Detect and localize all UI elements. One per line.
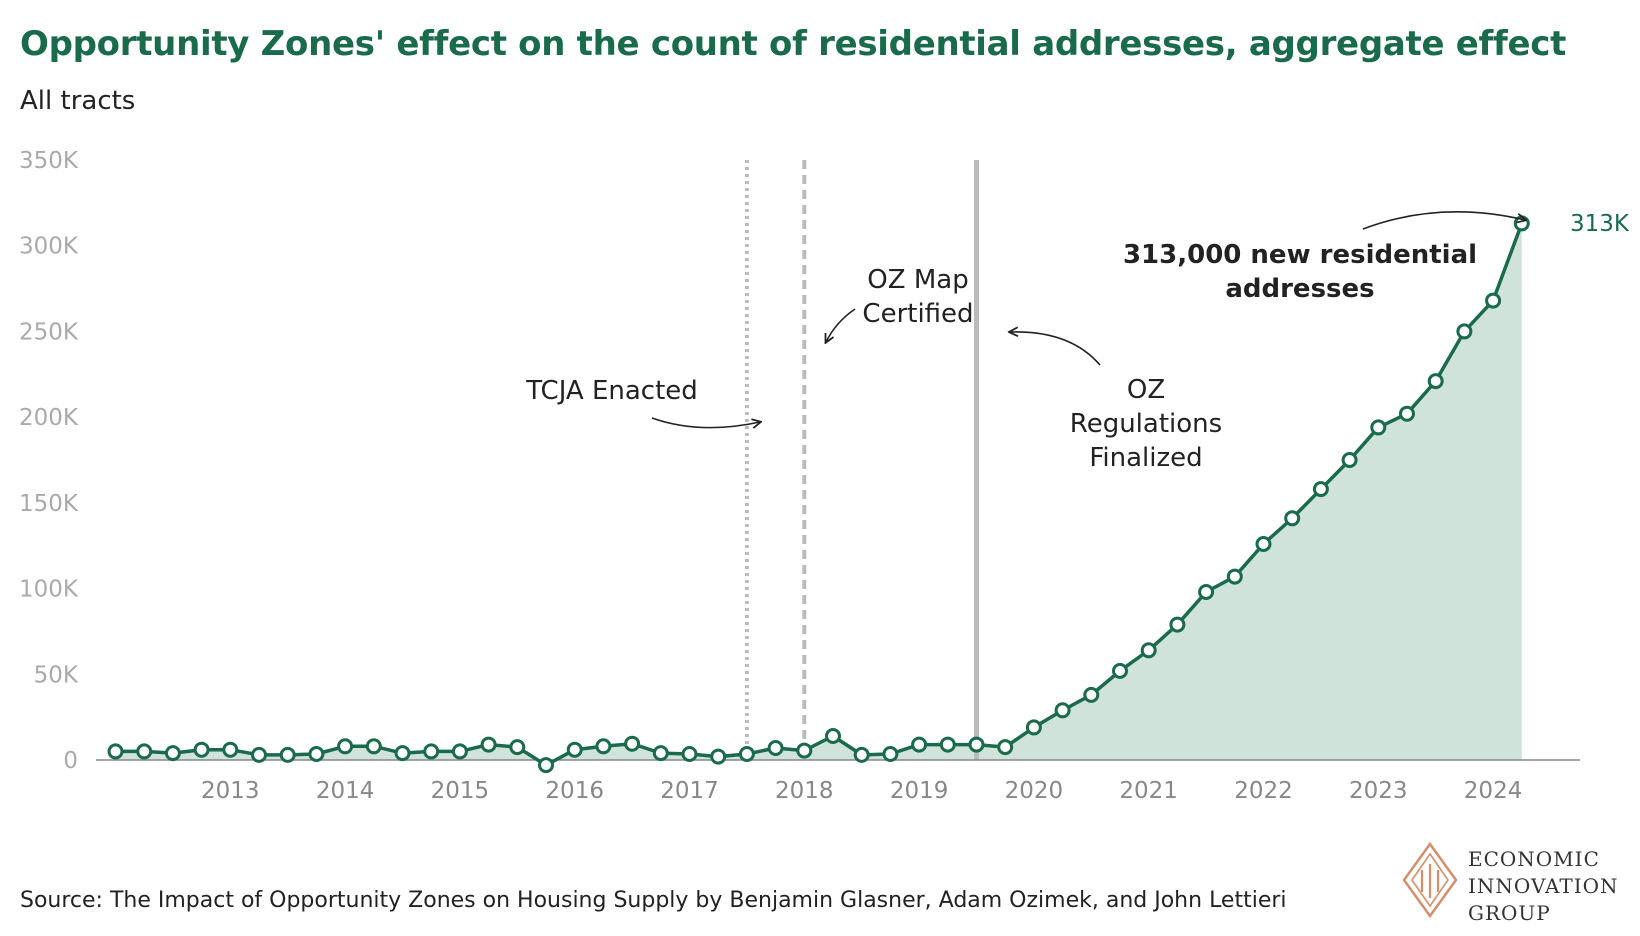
source-note: Source: The Impact of Opportunity Zones … [20, 888, 1287, 913]
data-point [1054, 702, 1071, 719]
data-point [1255, 536, 1272, 552]
data-point [1456, 323, 1473, 340]
data-point [1140, 642, 1157, 659]
data-point [251, 746, 268, 763]
y-tick-label: 350K [19, 148, 79, 174]
x-tick-label: 2017 [660, 778, 719, 804]
y-tick-label: 150K [19, 491, 79, 517]
data-point [1169, 616, 1186, 633]
data-point [767, 740, 784, 756]
x-tick-label: 2015 [431, 778, 490, 804]
annotation-oz-regs-line2: Regulations [1070, 409, 1222, 439]
logo-line-3: GROUP [1468, 901, 1551, 925]
annotation-callout-line1: 313,000 new residential [1123, 240, 1477, 270]
x-tick-label: 2023 [1349, 778, 1408, 804]
y-tick-label: 50K [34, 662, 79, 688]
x-tick-label: 2019 [890, 778, 949, 804]
data-point [681, 746, 698, 762]
data-point [939, 736, 956, 753]
data-point [279, 746, 296, 763]
data-point [882, 746, 899, 762]
data-point [308, 746, 325, 762]
data-point [652, 745, 669, 762]
data-point [538, 757, 555, 774]
data-point [365, 738, 382, 755]
data-point [509, 739, 526, 756]
annotation-oz-regs-line3: Finalized [1089, 443, 1202, 473]
annotation-oz-map-line2: Certified [862, 299, 973, 329]
data-point [337, 738, 354, 755]
data-point [423, 743, 440, 760]
y-tick-label: 0 [63, 748, 78, 774]
data-point [222, 741, 239, 758]
logo-line-1: ECONOMIC [1468, 847, 1600, 871]
arrow-tcja [651, 417, 760, 428]
data-point [1198, 584, 1215, 600]
x-tick-label: 2016 [545, 778, 604, 804]
logo-line-2: INNOVATION [1468, 874, 1619, 898]
annotation-tcja-enacted: TCJA Enacted [525, 376, 698, 406]
end-value-label: 313K [1570, 211, 1630, 237]
eig-logo-text: ECONOMIC INNOVATION GROUP [1468, 846, 1619, 927]
data-point [1226, 568, 1243, 585]
data-point [136, 743, 153, 760]
data-point [624, 735, 641, 752]
data-point [1398, 405, 1415, 422]
annotation-callout-line2: addresses [1225, 274, 1374, 304]
data-point [1111, 662, 1128, 679]
data-point [825, 728, 841, 744]
data-point [1485, 292, 1502, 309]
data-point [1284, 510, 1301, 527]
data-point [1341, 452, 1358, 468]
x-tick-label: 2022 [1234, 778, 1293, 804]
data-point [566, 741, 583, 758]
data-point [480, 736, 497, 753]
x-tick-label: 2024 [1464, 778, 1523, 804]
data-point [738, 746, 755, 762]
data-point [1312, 481, 1329, 498]
arrow-oz-regs [1010, 332, 1101, 366]
y-tick-label: 200K [19, 405, 79, 431]
data-point [451, 743, 468, 760]
chart: 0 50K 100K 150K 200K 250K 300K 350K 2013 2014 2015… [19, 148, 1630, 804]
annotation-oz-regs-line1: OZ [1127, 375, 1165, 405]
chart-title: Opportunity Zones' effect on the count o… [20, 24, 1567, 64]
annotation-oz-map-line1: OZ Map [867, 265, 968, 295]
arrow-callout [1362, 211, 1525, 230]
data-point [1025, 719, 1042, 736]
y-tick-label: 300K [19, 234, 79, 260]
data-point [796, 742, 813, 759]
area-fill [115, 223, 1522, 766]
data-point [911, 736, 928, 753]
data-point [1370, 419, 1387, 436]
data-point [997, 739, 1014, 756]
x-tick-label: 2013 [201, 778, 260, 804]
x-tick-label: 2021 [1119, 778, 1178, 804]
data-point [1427, 373, 1444, 390]
x-tick-label: 2018 [775, 778, 834, 804]
chart-subtitle: All tracts [20, 86, 136, 116]
arrow-oz-map [826, 308, 856, 342]
x-tick-label: 2020 [1005, 778, 1064, 804]
data-point [968, 736, 985, 753]
data-point [853, 746, 870, 763]
data-point [107, 743, 124, 760]
eig-logo-icon [1402, 841, 1458, 919]
data-point [193, 741, 210, 758]
data-point [1083, 686, 1100, 703]
data-point [164, 745, 181, 762]
data-point [394, 745, 411, 762]
y-tick-label: 250K [19, 319, 79, 345]
data-point [710, 748, 727, 765]
x-tick-label: 2014 [316, 778, 375, 804]
y-tick-label: 100K [19, 577, 79, 603]
data-point [595, 738, 612, 755]
